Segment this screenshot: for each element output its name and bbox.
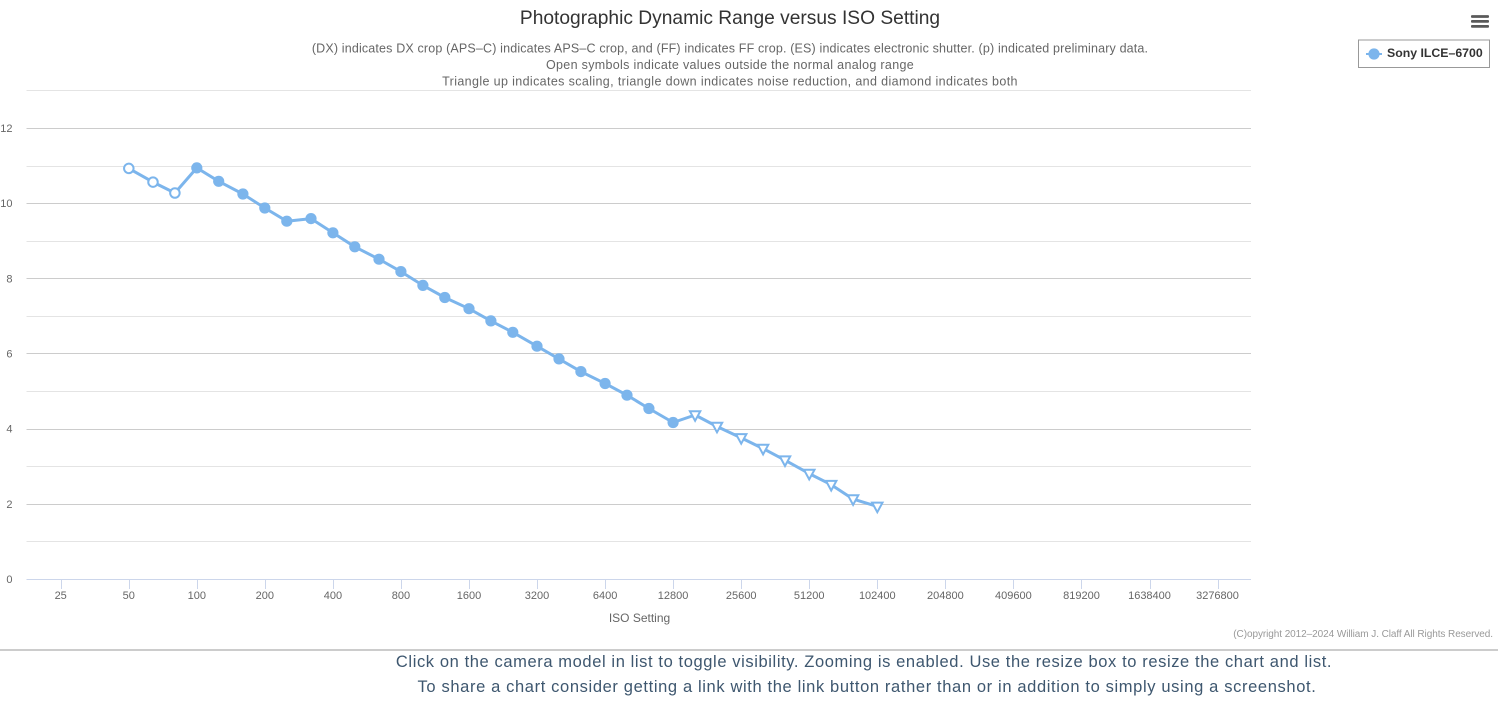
svg-text:25600: 25600 <box>726 590 757 602</box>
svg-text:12800: 12800 <box>658 590 689 602</box>
svg-text:0: 0 <box>6 574 12 586</box>
svg-text:6400: 6400 <box>593 590 617 602</box>
svg-text:Sony ILCE–6700: Sony ILCE–6700 <box>1387 46 1483 60</box>
svg-text:3200: 3200 <box>525 590 549 602</box>
svg-text:6: 6 <box>6 349 12 361</box>
svg-text:10: 10 <box>0 198 12 210</box>
svg-text:800: 800 <box>392 590 410 602</box>
svg-text:200: 200 <box>256 590 274 602</box>
svg-text:Triangle up indicates scaling,: Triangle up indicates scaling, triangle … <box>442 75 1018 89</box>
svg-text:204800: 204800 <box>927 590 964 602</box>
svg-text:25: 25 <box>55 590 67 602</box>
svg-text:4: 4 <box>6 424 12 436</box>
svg-text:1638400: 1638400 <box>1128 590 1171 602</box>
svg-text:102400: 102400 <box>859 590 896 602</box>
svg-text:400: 400 <box>324 590 342 602</box>
svg-text:50: 50 <box>123 590 135 602</box>
svg-text:819200: 819200 <box>1063 590 1100 602</box>
svg-text:(DX) indicates DX crop (APS–C): (DX) indicates DX crop (APS–C) indicates… <box>312 42 1148 56</box>
svg-text:2: 2 <box>6 499 12 511</box>
svg-text:12: 12 <box>0 123 12 135</box>
svg-text:3276800: 3276800 <box>1196 590 1239 602</box>
svg-text:(C)opyright 2012–2024 William: (C)opyright 2012–2024 William J. Claff A… <box>1233 629 1493 640</box>
svg-text:ISO Setting: ISO Setting <box>609 611 670 625</box>
svg-text:Open symbols indicate values o: Open symbols indicate values outside the… <box>546 58 914 72</box>
svg-text:100: 100 <box>188 590 206 602</box>
svg-text:1600: 1600 <box>457 590 481 602</box>
svg-text:409600: 409600 <box>995 590 1032 602</box>
svg-text:Photographic Dynamic Range ver: Photographic Dynamic Range versus ISO Se… <box>520 8 940 29</box>
svg-text:51200: 51200 <box>794 590 825 602</box>
svg-text:8: 8 <box>6 273 12 285</box>
